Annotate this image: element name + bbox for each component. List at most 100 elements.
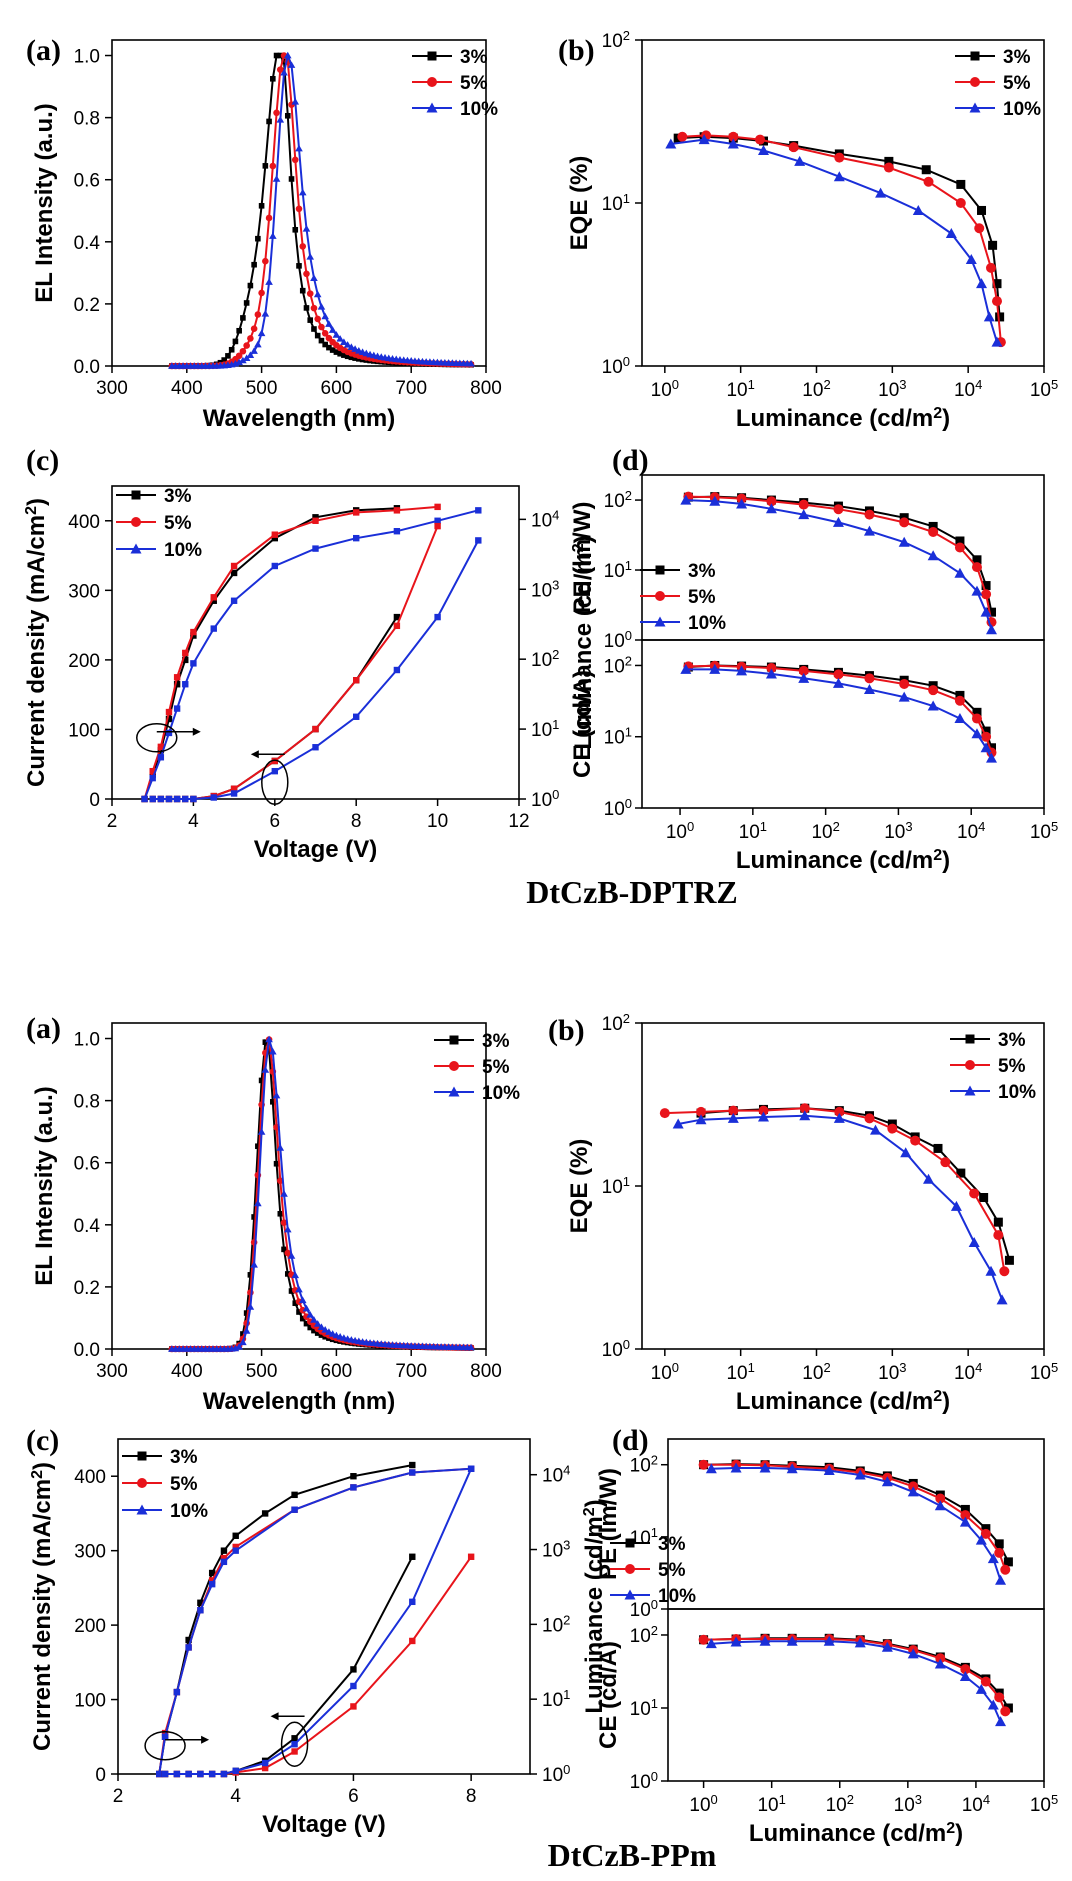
- top-d-ce-series-point: [798, 672, 810, 683]
- bot-c-luminance-series-point: [197, 1770, 204, 1778]
- top-a-series-point: [321, 312, 329, 320]
- bot-d-pe-series-point: [705, 1463, 717, 1474]
- top-c-luminance-series-point: [312, 725, 319, 733]
- bot-c-current-series-point: [208, 1577, 216, 1584]
- bot-d-ce-series-point: [854, 1637, 866, 1648]
- bot-b-xtick-label: 105: [1030, 1360, 1058, 1385]
- top-b-series-point: [794, 155, 806, 166]
- top-a-series-point: [340, 338, 348, 345]
- bot-b-legend-marker: [965, 1034, 975, 1044]
- top-a-series-point: [250, 347, 258, 354]
- bot-b-series-point: [993, 1217, 1003, 1227]
- top-b-series-point: [912, 204, 924, 215]
- top-a-series-point: [262, 163, 269, 169]
- bot-b-legend-label: 3%: [998, 1030, 1026, 1051]
- bot-a-xtick-label: 700: [395, 1361, 427, 1382]
- top-c-ytick-label: 300: [68, 581, 100, 602]
- bot-d-ce-series-point: [960, 1664, 971, 1675]
- top-a-series-point: [291, 98, 300, 105]
- top-a-legend-label: 10%: [460, 99, 498, 120]
- bot-a-series-point: [306, 1311, 315, 1318]
- bot-a-series-point: [291, 1271, 300, 1279]
- top-c-current-series-point: [271, 534, 278, 542]
- bot-d-xlabel: Luminance (cd/m2): [749, 1820, 963, 1848]
- bot-b-ytick-label: 101: [602, 1174, 630, 1199]
- top-d-ce-series-point: [954, 695, 965, 706]
- top-d-pe-series-point: [709, 495, 721, 506]
- bot-d-ce-series-point: [995, 1716, 1007, 1727]
- bot-b-series-point: [757, 1111, 769, 1122]
- top-a-ytick-label: 0.8: [74, 109, 100, 130]
- bot-c-luminance-series-point: [409, 1637, 416, 1645]
- top-b-xtick-label: 102: [802, 377, 830, 402]
- bot-b-legend-label: 5%: [998, 1056, 1026, 1077]
- top-d-pe-series-point: [954, 567, 966, 578]
- bot-d-pe-series-point: [907, 1486, 919, 1497]
- top-d-ce-series-point: [954, 713, 966, 724]
- bot-d-xtick-label: 104: [962, 1792, 990, 1817]
- top-a-series-point: [247, 335, 254, 342]
- bot-b-series-point: [956, 1168, 966, 1178]
- top-c-luminance-series-point: [230, 785, 238, 792]
- bot-a-legend-label: 3%: [482, 1031, 510, 1052]
- top-a-series-point: [280, 68, 288, 76]
- top-a-series-point: [258, 289, 265, 297]
- bot-c-y2tick-label: 100: [542, 1762, 570, 1787]
- top-c-legend-marker: [130, 543, 142, 554]
- top-a-series-point: [266, 118, 272, 125]
- top-d-pe-series-point: [798, 509, 810, 520]
- bot-d-pe-series-point: [934, 1500, 946, 1511]
- top-c-luminance-series-point: [393, 613, 401, 621]
- bot-a-series-point: [313, 1320, 322, 1327]
- bot-c-current-series-point: [173, 1688, 181, 1696]
- top-a-series-point: [243, 342, 250, 349]
- bot-d-pe-series-point: [994, 1547, 1005, 1558]
- top-c-xtick-label: 6: [270, 811, 281, 832]
- bot-a-series-point: [272, 1091, 281, 1099]
- top-a-frame: [111, 39, 487, 367]
- top-d-pe-series-point: [986, 624, 998, 635]
- top-c-current-series-point: [210, 625, 217, 632]
- top-d-ce-series-point: [972, 707, 982, 717]
- bot-c-panel-label: (c): [26, 1424, 59, 1457]
- top-a-series-point: [291, 156, 299, 164]
- bot-c-legend-label: 5%: [170, 1474, 198, 1495]
- bot-a-series-point: [280, 1219, 288, 1226]
- bot-a-series-point: [284, 1271, 291, 1277]
- top-a-series-point: [292, 226, 299, 233]
- bot-c-luminance-series-point: [350, 1703, 357, 1710]
- top-c-legend-marker: [131, 517, 141, 527]
- top-a-series-point: [269, 232, 277, 239]
- top-c-current-oval: [136, 723, 178, 753]
- top-b-series-point: [727, 138, 739, 149]
- bot-d-ce-series-point: [1000, 1706, 1011, 1717]
- bot-c-current-series-point: [161, 1733, 169, 1740]
- top-a-series-point: [225, 353, 231, 359]
- bot-d-pe-series-point: [698, 1459, 709, 1470]
- top-a-series-point: [262, 257, 269, 265]
- top-c-luminance-oval: [261, 759, 289, 806]
- top-d-ce-ylabel: CE (cd/A): [569, 670, 596, 778]
- bot-c-current-series-line: [158, 1467, 472, 1775]
- bot-d-legend-marker: [625, 1538, 635, 1548]
- bot-a-series-point: [239, 1338, 247, 1346]
- top-c-ylabel: Current density (mA/cm2): [23, 498, 51, 787]
- bot-c-ytick-label: 200: [74, 1616, 106, 1637]
- top-b-series-point: [728, 131, 739, 142]
- top-d-pe-ylabel: PE (lm/W): [569, 502, 596, 614]
- top-c-current-series-point: [353, 534, 360, 542]
- bot-a-xtick-label: 300: [96, 1361, 128, 1382]
- top-b-series-point: [965, 254, 977, 265]
- bot-d-ce-series-point: [786, 1635, 798, 1646]
- top-c-current-series-point: [173, 705, 181, 712]
- bot-a-series-point: [295, 1298, 303, 1305]
- top-c-frame: [111, 485, 520, 800]
- top-a-ytick-label: 0.0: [74, 357, 100, 378]
- bot-a-xtick-label: 500: [246, 1361, 278, 1382]
- top-d-pe-ytick-label: 102: [604, 488, 632, 512]
- bot-c-luminance-series-point: [173, 1770, 181, 1778]
- top-d-ce-series-point: [765, 668, 777, 679]
- top-c-current-series-point: [312, 514, 319, 521]
- bot-a-series-point: [317, 1323, 326, 1330]
